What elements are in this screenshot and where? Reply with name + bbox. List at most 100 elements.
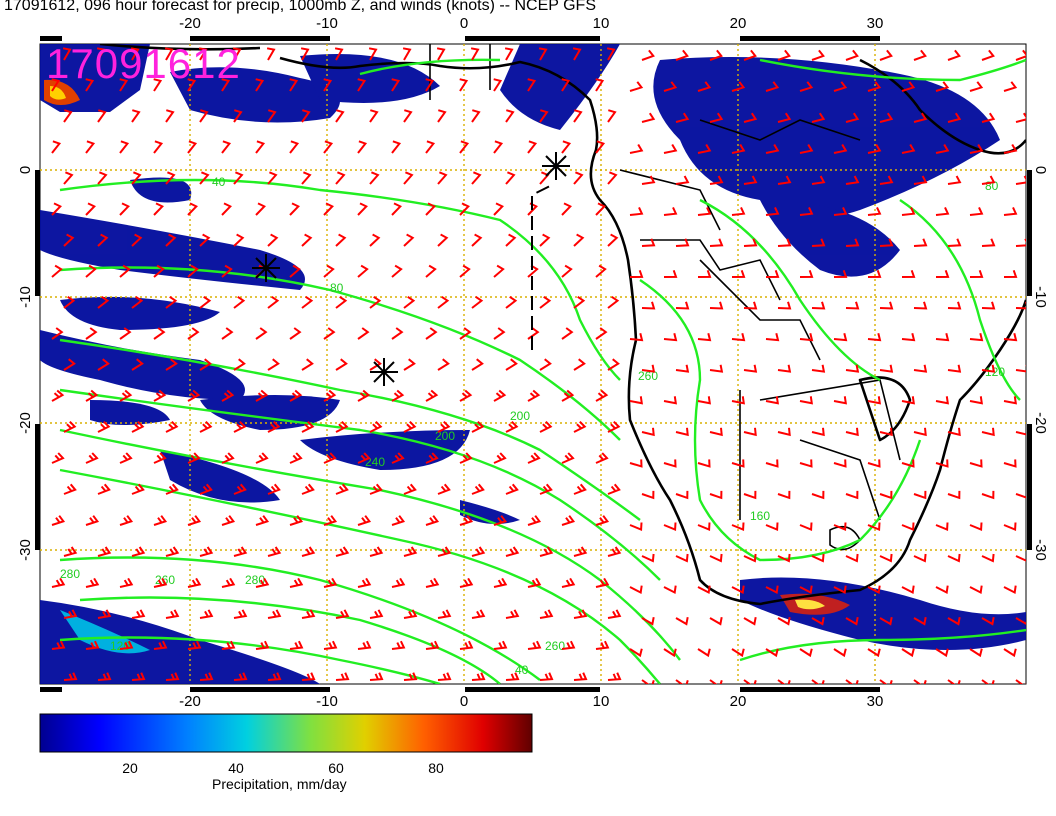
wind-barb: [947, 175, 962, 185]
wind-barb: [187, 264, 199, 278]
wind-barb: [198, 47, 208, 61]
wind-barb: [561, 640, 576, 650]
wind-barb: [357, 78, 367, 92]
wind-barb: [403, 546, 418, 557]
wind-barb: [981, 301, 996, 310]
wind-barb: [731, 522, 745, 531]
wind-barb: [1003, 143, 1018, 154]
wind-barb: [471, 546, 486, 557]
wind-barb: [493, 78, 503, 92]
wind-barb: [335, 233, 347, 247]
wind-barb: [199, 233, 211, 247]
wind-barb: [981, 49, 995, 61]
wind-barb: [199, 546, 214, 557]
wind-barb: [799, 333, 814, 342]
wind-barb: [833, 396, 847, 405]
wind-barb: [289, 202, 300, 216]
wind-barb: [833, 459, 847, 468]
wind-barb: [437, 295, 450, 309]
wind-barb: [391, 327, 404, 340]
wind-barb: [663, 143, 678, 154]
wind-barb: [969, 522, 983, 531]
wind-barb: [845, 112, 860, 123]
wind-barb: [607, 358, 620, 371]
lon-label: -20: [179, 693, 201, 710]
wind-barb: [289, 389, 303, 402]
wind-barb: [153, 515, 168, 526]
wind-barb: [799, 459, 813, 468]
wind-barb: [119, 140, 130, 154]
wind-barb: [561, 389, 575, 402]
wind-barb: [527, 389, 541, 402]
wind-barb: [471, 358, 484, 371]
wind-barb: [153, 389, 167, 402]
wind-barb: [561, 577, 576, 588]
wind-barb: [437, 109, 447, 123]
wind-barb: [221, 327, 234, 340]
wind-barb: [119, 264, 131, 278]
wind-barb: [403, 420, 417, 433]
wind-barb: [119, 515, 134, 526]
wind-barb: [221, 452, 235, 464]
wind-barb: [459, 78, 469, 92]
wind-barb: [981, 112, 996, 123]
wind-barb: [1003, 206, 1018, 216]
wind-barb: [1003, 648, 1017, 658]
wind-barb: [505, 295, 518, 309]
wind-barb: [573, 233, 585, 247]
wind-barb: [527, 78, 537, 92]
wind-barb: [981, 427, 995, 437]
wind-barb: [267, 358, 280, 371]
lat-label: -10: [1032, 286, 1049, 308]
wind-barb: [425, 515, 440, 526]
wind-barb: [97, 420, 111, 433]
wind-barb: [391, 78, 401, 92]
wind-barb: [561, 452, 575, 464]
wind-barb: [255, 452, 269, 464]
wind-barb: [981, 238, 996, 247]
wind-barb: [811, 112, 826, 123]
wind-barb: [1015, 301, 1026, 310]
wind-barb: [561, 140, 572, 154]
wind-barb: [323, 327, 336, 340]
wind-barb: [539, 483, 553, 495]
wind-barb: [119, 640, 134, 650]
wind-barb: [573, 609, 588, 619]
wind-barb: [221, 389, 235, 402]
wind-barb: [493, 640, 508, 650]
wind-barb: [845, 49, 859, 61]
wind-barb: [187, 640, 202, 650]
wind-barb: [629, 648, 643, 658]
wind-barb: [833, 206, 848, 216]
wind-barb: [913, 617, 927, 626]
lon-label: 0: [460, 693, 468, 710]
wind-barb: [607, 672, 622, 681]
wind-barb: [743, 49, 757, 61]
lat-label: 0: [17, 166, 34, 174]
wind-barb: [607, 483, 621, 495]
wind-barb: [459, 640, 474, 650]
wind-barb: [493, 264, 505, 278]
wind-barb: [811, 617, 825, 626]
wind-barb: [595, 140, 606, 154]
lon-label: -10: [316, 15, 338, 32]
wind-barb: [199, 609, 214, 619]
wind-barb: [165, 358, 178, 371]
wind-barb: [391, 515, 406, 526]
wind-barb: [935, 206, 950, 216]
wind-barb: [221, 640, 236, 650]
wind-barb: [165, 233, 177, 247]
wind-barb: [505, 609, 520, 619]
wind-barb: [641, 175, 656, 185]
wind-barb: [777, 364, 792, 373]
wind-barb: [403, 233, 415, 247]
lon-label: -20: [179, 15, 201, 32]
wind-barb: [573, 672, 588, 681]
wind-barb: [833, 648, 847, 658]
wind-barb: [459, 452, 473, 464]
wind-barb: [947, 679, 961, 684]
wind-barb: [879, 364, 894, 373]
wind-barb: [777, 679, 791, 684]
wind-barb: [369, 171, 380, 185]
